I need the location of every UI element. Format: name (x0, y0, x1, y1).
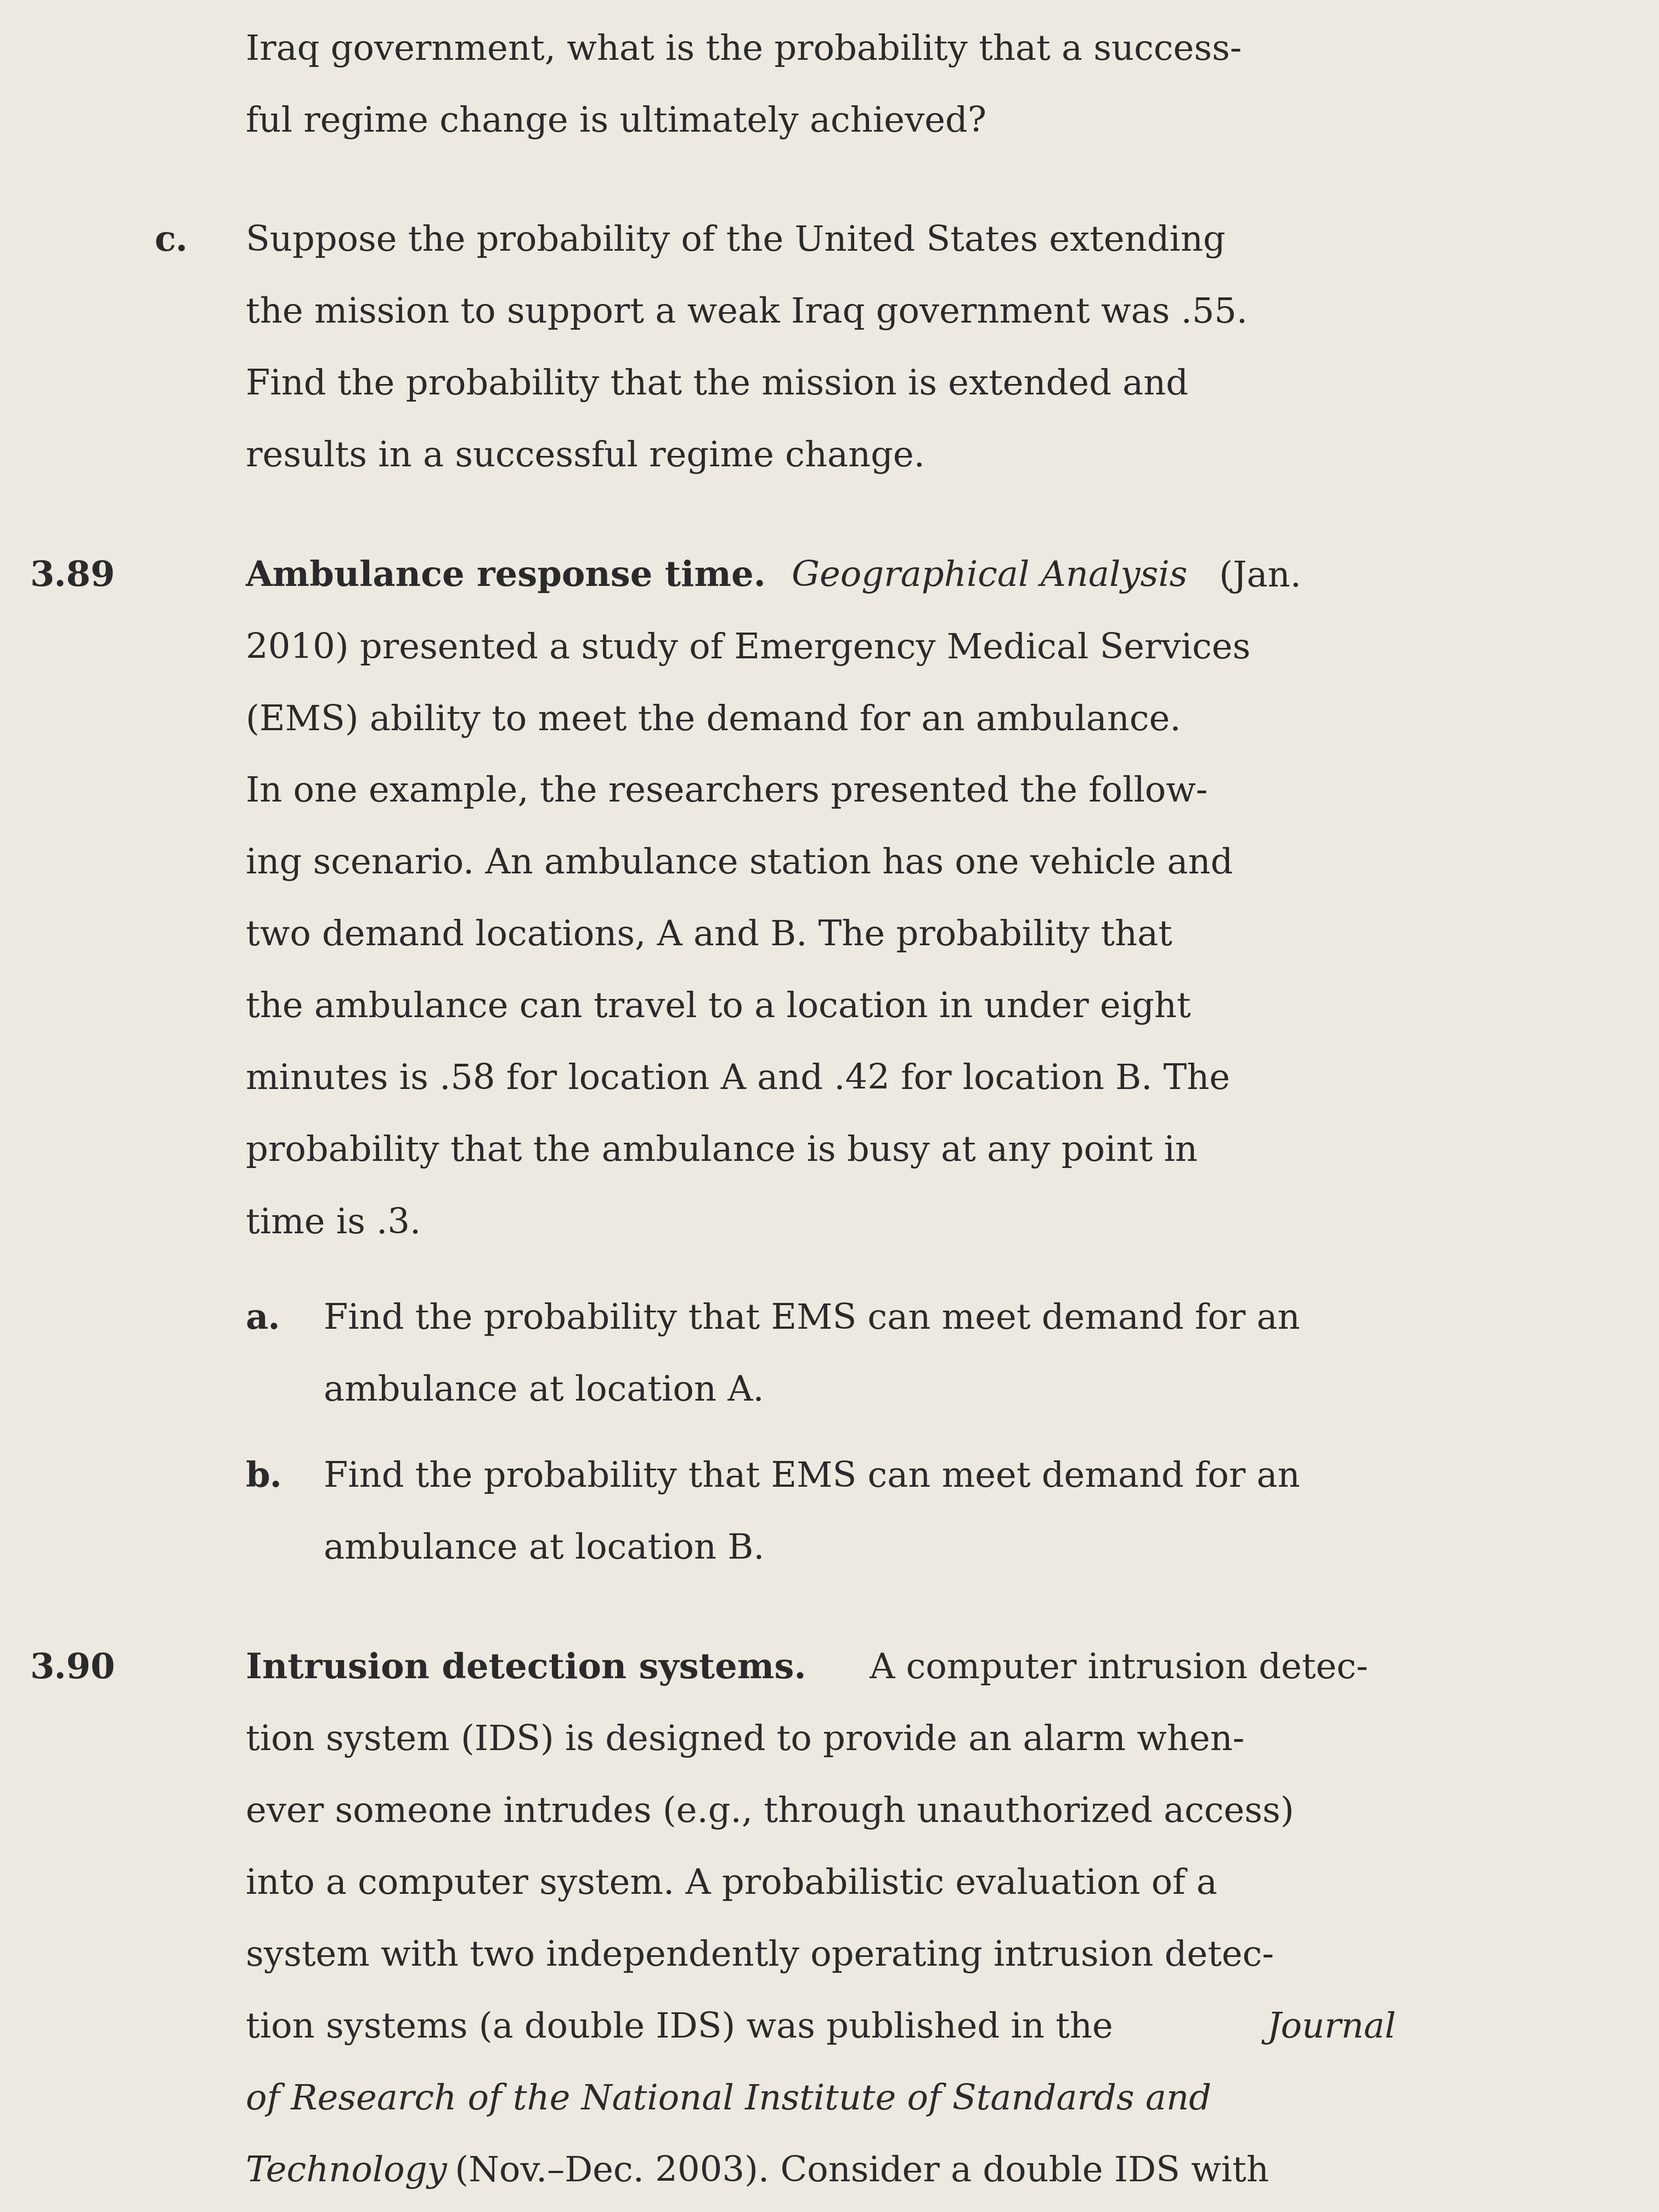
Text: ambulance at location B.: ambulance at location B. (324, 1533, 765, 1566)
Text: (EMS) ability to meet the demand for an ambulance.: (EMS) ability to meet the demand for an … (246, 703, 1181, 737)
Text: (Jan.: (Jan. (1208, 560, 1301, 593)
Text: two demand locations, A and B. The probability that: two demand locations, A and B. The proba… (246, 918, 1171, 953)
Text: Suppose the probability of the United States extending: Suppose the probability of the United St… (246, 223, 1226, 259)
Text: b.: b. (246, 1460, 282, 1493)
Text: Geographical Analysis: Geographical Analysis (791, 560, 1188, 593)
Text: the mission to support a weak Iraq government was .55.: the mission to support a weak Iraq gover… (246, 296, 1248, 330)
Text: ing scenario. An ambulance station has one vehicle and: ing scenario. An ambulance station has o… (246, 847, 1233, 880)
Text: Iraq government, what is the probability that a success-: Iraq government, what is the probability… (246, 33, 1241, 66)
Text: A computer intrusion detec-: A computer intrusion detec- (859, 1652, 1369, 1686)
Text: 3.90: 3.90 (30, 1652, 114, 1686)
Text: system with two independently operating intrusion detec-: system with two independently operating … (246, 1940, 1274, 1973)
Text: minutes is .58 for location A and .42 for location B. The: minutes is .58 for location A and .42 fo… (246, 1062, 1229, 1097)
Text: of Research of the National Institute of Standards and: of Research of the National Institute of… (246, 2084, 1211, 2117)
Text: (Nov.–Dec. 2003). Consider a double IDS with: (Nov.–Dec. 2003). Consider a double IDS … (443, 2154, 1269, 2188)
Text: In one example, the researchers presented the follow-: In one example, the researchers presente… (246, 774, 1208, 810)
Text: Find the probability that EMS can meet demand for an: Find the probability that EMS can meet d… (324, 1460, 1301, 1495)
Text: 2010) presented a study of Emergency Medical Services: 2010) presented a study of Emergency Med… (246, 630, 1251, 666)
Text: ful regime change is ultimately achieved?: ful regime change is ultimately achieved… (246, 106, 985, 139)
Text: Journal: Journal (1267, 2011, 1397, 2044)
Text: a.: a. (246, 1303, 280, 1336)
Text: results in a successful regime change.: results in a successful regime change. (246, 440, 924, 473)
Text: into a computer system. A probabilistic evaluation of a: into a computer system. A probabilistic … (246, 1867, 1218, 1902)
Text: c.: c. (154, 223, 187, 259)
Text: Technology: Technology (246, 2154, 448, 2190)
Text: the ambulance can travel to a location in under eight: the ambulance can travel to a location i… (246, 991, 1191, 1024)
Text: Ambulance response time.: Ambulance response time. (246, 560, 766, 593)
Text: Find the probability that EMS can meet demand for an: Find the probability that EMS can meet d… (324, 1303, 1301, 1336)
Text: Find the probability that the mission is extended and: Find the probability that the mission is… (246, 367, 1188, 403)
Text: ever someone intrudes (e.g., through unauthorized access): ever someone intrudes (e.g., through una… (246, 1796, 1294, 1829)
Text: tion system (IDS) is designed to provide an alarm when-: tion system (IDS) is designed to provide… (246, 1723, 1244, 1759)
Text: ambulance at location A.: ambulance at location A. (324, 1374, 763, 1407)
Text: Intrusion detection systems.: Intrusion detection systems. (246, 1652, 806, 1686)
Text: tion systems (a double IDS) was published in the: tion systems (a double IDS) was publishe… (246, 2011, 1123, 2046)
Text: time is .3.: time is .3. (246, 1206, 421, 1241)
Text: 3.89: 3.89 (30, 560, 114, 593)
Text: probability that the ambulance is busy at any point in: probability that the ambulance is busy a… (246, 1135, 1198, 1168)
